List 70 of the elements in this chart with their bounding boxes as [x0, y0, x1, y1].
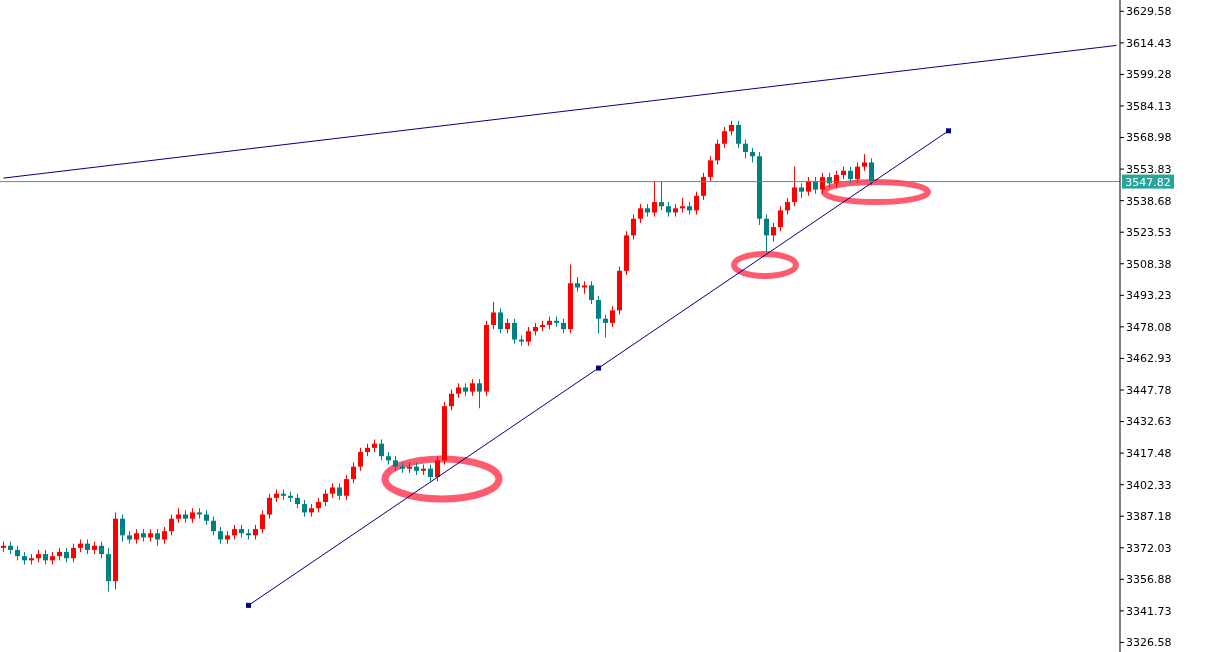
candlestick: [869, 157, 874, 186]
y-tick-label: 3508.38: [1126, 257, 1172, 271]
candlestick: [778, 205, 783, 232]
candlestick: [358, 447, 363, 472]
candlestick: [610, 305, 615, 328]
candlestick: [498, 307, 503, 334]
candlestick: [246, 528, 251, 541]
y-tick-label: 3599.28: [1126, 68, 1172, 82]
candlestick: [855, 161, 860, 184]
candlestick: [519, 334, 524, 347]
y-tick-label: 3326.58: [1126, 636, 1172, 650]
y-tick-label: 3614.43: [1126, 36, 1172, 50]
y-tick-label: 3493.23: [1126, 289, 1172, 303]
candlestick: [722, 126, 727, 149]
candlestick: [638, 203, 643, 224]
candlestick: [694, 191, 699, 216]
candlestick: [211, 516, 216, 536]
y-tick-label: 3584.13: [1126, 99, 1172, 113]
candlestick: [260, 509, 265, 534]
y-tick-label: 3523.53: [1126, 226, 1172, 240]
point: [946, 128, 951, 134]
y-tick-label: 3568.98: [1126, 131, 1172, 145]
candlestick: [701, 172, 706, 201]
y-tick-label: 3356.88: [1126, 573, 1172, 587]
candlestick: [435, 455, 440, 482]
y-tick-label: 3538.68: [1126, 194, 1172, 208]
candlestick: [589, 280, 594, 305]
candlestick: [631, 214, 636, 241]
candlestick: [806, 176, 811, 197]
y-tick-label: 3447.78: [1126, 383, 1172, 397]
candlestick: [582, 280, 587, 295]
y-tick-label: 3417.48: [1126, 447, 1172, 461]
candlestick: [351, 461, 356, 484]
candlestick: [512, 318, 517, 345]
ref-line-label: 3547.82: [1125, 175, 1171, 189]
candlestick: [659, 180, 664, 211]
candlestick: [379, 439, 384, 461]
candlestick: [708, 155, 713, 182]
candlestick: [596, 295, 601, 334]
point: [246, 602, 251, 608]
y-tick-label: 3341.73: [1126, 604, 1172, 618]
candlestick: [169, 514, 174, 536]
candlestick: [449, 389, 454, 411]
candlestick: [652, 180, 657, 218]
y-tick-label: 3478.08: [1126, 320, 1172, 334]
candlestick: [526, 326, 531, 347]
y-tick-label: 3402.33: [1126, 478, 1172, 492]
y-tick-label: 3372.03: [1126, 541, 1172, 555]
candlestick: [120, 514, 125, 543]
candlestick: [736, 120, 741, 149]
y-tick-label: 3629.58: [1126, 5, 1172, 19]
candlestick: [603, 314, 608, 338]
candlestick: [407, 461, 412, 474]
candlestick: [477, 378, 482, 409]
candlestick: [771, 222, 776, 243]
candlestick: [267, 493, 272, 520]
candlestick: [743, 139, 748, 159]
y-tick-label: 3432.63: [1126, 415, 1172, 429]
candlestick: [764, 214, 769, 253]
candlestick: [491, 301, 496, 330]
point: [596, 365, 601, 371]
y-tick-label: 3553.83: [1126, 162, 1172, 176]
y-tick-label: 3387.18: [1126, 510, 1172, 524]
candlestick: [29, 553, 34, 566]
candlestick: [715, 139, 720, 166]
y-tick-label: 3462.93: [1126, 352, 1172, 366]
candlestick: [400, 461, 405, 474]
candlestick: [344, 474, 349, 501]
candlestick: [792, 166, 797, 207]
candlestick: [71, 543, 76, 563]
